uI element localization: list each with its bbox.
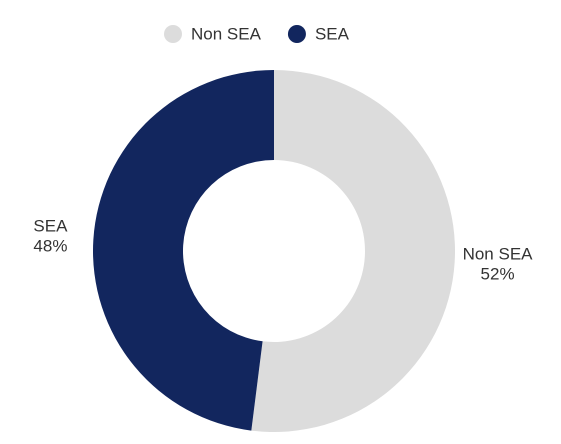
legend-label: SEA [315,24,350,43]
legend-swatch [287,25,306,43]
legend-label: Non SEA [191,24,262,43]
slice-value: 52% [481,265,515,284]
slice-label: SEA [33,216,68,235]
slice-value: 48% [33,236,67,255]
slice-label: Non SEA [463,245,534,264]
donut-slice [251,70,456,433]
legend-swatch [164,25,182,43]
legend: Non SEA SEA [164,24,350,43]
donut-slice [92,70,274,431]
